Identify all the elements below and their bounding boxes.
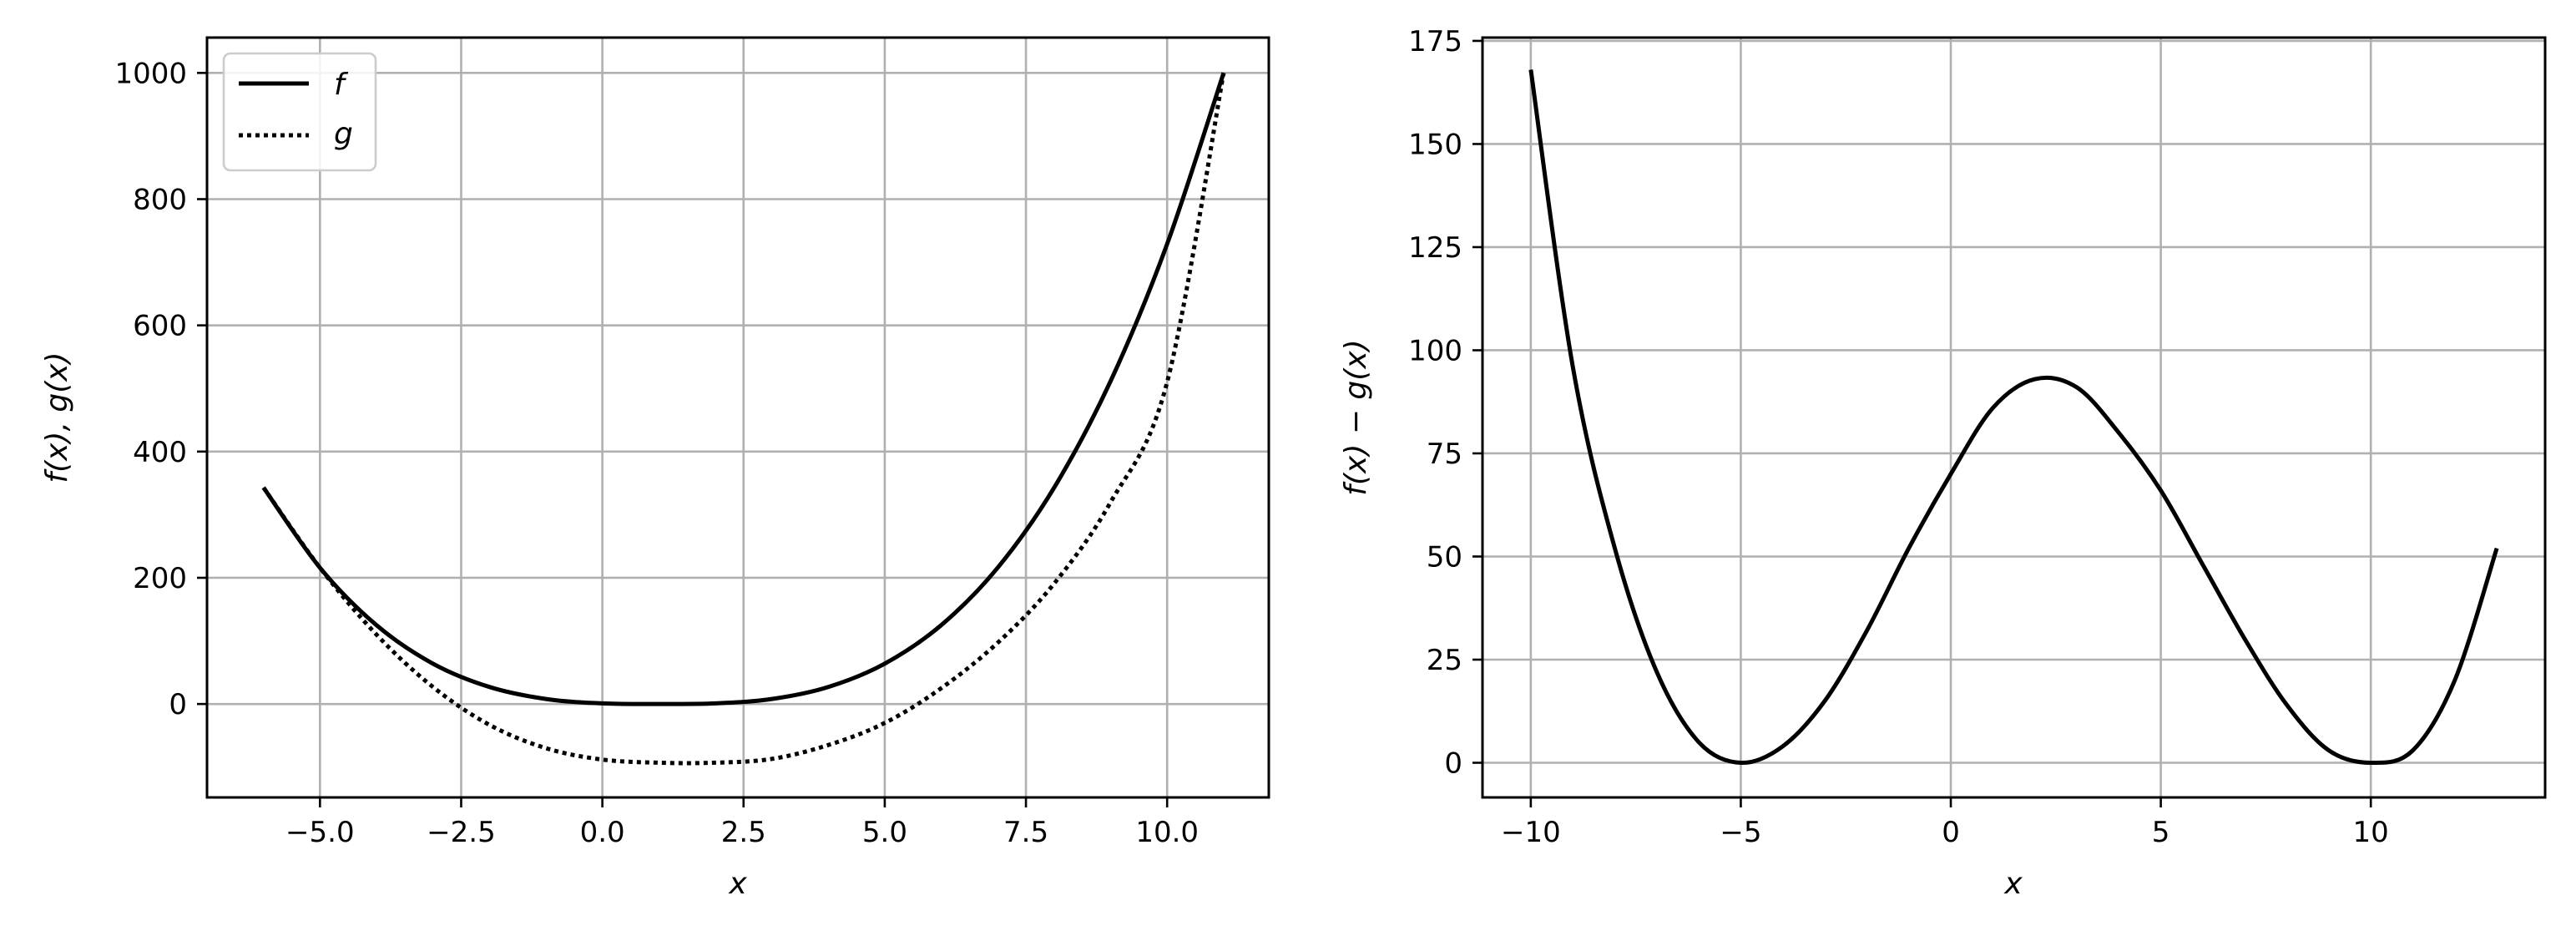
left-y-tick-label: 1000 <box>114 57 187 90</box>
left-axes-frame <box>205 36 1270 799</box>
right-y-tick-label: 25 <box>1427 644 1462 677</box>
left-series-f-line <box>261 72 1226 706</box>
legend-box <box>222 52 377 172</box>
left-y-tick-label: 0 <box>169 688 187 721</box>
left-y-axis-label: f(x), g(x) <box>40 352 74 483</box>
left-y-tick-label: 800 <box>133 183 187 216</box>
right-y-tick-label: 75 <box>1427 438 1462 471</box>
right-grid <box>1482 38 2545 797</box>
right-series <box>1528 69 2499 766</box>
left-y-tick-label: 200 <box>133 562 187 595</box>
left-legend: f g <box>222 52 377 172</box>
right-x-tick-label: −10 <box>1501 816 1561 849</box>
left-x-tick-label: 2.5 <box>721 816 766 849</box>
right-x-axis-label: x <box>2003 867 2023 901</box>
left-grid <box>207 38 1269 797</box>
left-x-tick-label: 5.0 <box>862 816 907 849</box>
left-series <box>261 72 1226 766</box>
right-axes-frame <box>1481 36 2547 799</box>
right-y-tick-label: 0 <box>1444 747 1462 781</box>
left-series-g-line <box>261 72 1226 766</box>
right-y-tick-label: 50 <box>1427 540 1462 574</box>
left-y-tick-label: 400 <box>133 436 187 469</box>
left-x-tick-label: 10.0 <box>1135 816 1199 849</box>
right-y-tick-label: 175 <box>1408 25 1462 58</box>
right-x-tick-label: 0 <box>1942 816 1960 849</box>
left-x-tick-label: −2.5 <box>427 816 496 849</box>
right-x-tick-label: 10 <box>2353 816 2389 849</box>
right-x-tick-label: 5 <box>2152 816 2170 849</box>
legend-g-label: g <box>334 117 353 151</box>
left-ticks: −5.0 −2.5 0.0 2.5 5.0 7.5 10.0 0 200 400 600 800 100… <box>114 57 1199 849</box>
left-x-axis-label: x <box>728 867 747 901</box>
left-x-tick-label: 0.0 <box>580 816 625 849</box>
right-y-tick-label: 150 <box>1408 128 1462 161</box>
right-y-tick-label: 100 <box>1408 334 1462 367</box>
right-series-fg-line <box>1528 69 2499 766</box>
chart-left: −5.0 −2.5 0.0 2.5 5.0 7.5 10.0 0 200 400 600 800 100… <box>40 36 1270 901</box>
left-y-tick-label: 600 <box>133 310 187 343</box>
left-x-tick-label: 7.5 <box>1003 816 1048 849</box>
left-x-tick-label: −5.0 <box>285 816 355 849</box>
right-y-axis-label: f(x) − g(x) <box>1339 339 1373 495</box>
right-y-tick-label: 125 <box>1408 231 1462 265</box>
right-x-tick-label: −5 <box>1720 816 1761 849</box>
